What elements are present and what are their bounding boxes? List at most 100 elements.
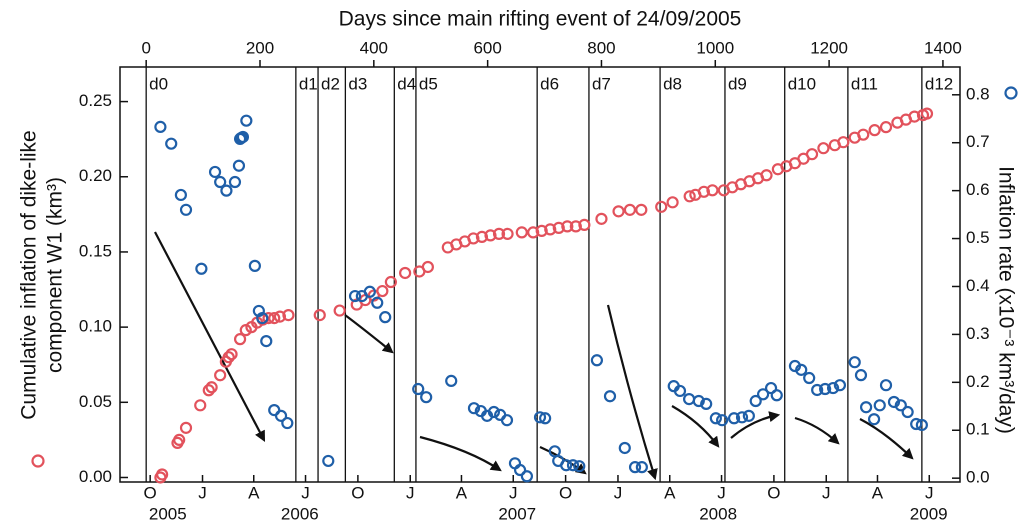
- dike-label: d7: [592, 74, 611, 93]
- data-point: [673, 384, 687, 398]
- data-point: [595, 212, 608, 225]
- plot-frame: [119, 66, 961, 483]
- data-point: [173, 433, 186, 446]
- data-point: [859, 401, 873, 414]
- month-tick-label: A: [872, 483, 884, 502]
- annotation-arrows: [154, 231, 914, 481]
- dike-label: d3: [348, 74, 367, 93]
- y2-tick-label: 0.1: [966, 420, 990, 439]
- x-tick-label: 400: [360, 38, 388, 57]
- data-point: [535, 224, 548, 237]
- month-tick-label: O: [559, 483, 572, 502]
- y2-tick-label: 0.3: [966, 324, 990, 343]
- data-point: [487, 405, 501, 419]
- month-tick-label: O: [144, 483, 157, 502]
- data-point: [371, 296, 384, 309]
- data-point: [760, 169, 773, 182]
- data-point: [573, 460, 586, 473]
- dike-label: d5: [419, 74, 438, 93]
- data-point: [533, 411, 547, 424]
- dike-label: d10: [788, 74, 816, 93]
- month-tick-label: J: [301, 483, 310, 502]
- data-point: [887, 395, 901, 409]
- data-point: [803, 371, 816, 385]
- data-point: [612, 205, 625, 218]
- data-point: [220, 184, 233, 197]
- data-point: [513, 463, 527, 477]
- y2-tick-label: 0.4: [966, 276, 990, 295]
- y2-axis-label: Inflation rate (x10⁻³ km³/day): [994, 166, 1017, 434]
- data-point: [214, 175, 227, 189]
- data-point: [700, 397, 713, 410]
- data-point: [376, 284, 389, 298]
- data-point: [467, 232, 480, 245]
- data-point: [156, 468, 169, 481]
- data-point: [560, 459, 573, 472]
- x-tick-label: 1200: [810, 38, 848, 57]
- x-tick-label: 800: [587, 38, 615, 57]
- data-point: [492, 227, 506, 241]
- dike-label: d12: [925, 74, 953, 93]
- y-tick-label: 0.05: [79, 392, 112, 411]
- data-point: [500, 414, 514, 427]
- data-point: [854, 369, 868, 382]
- data-point: [252, 304, 265, 318]
- data-point: [333, 304, 346, 317]
- data-point: [202, 384, 215, 397]
- data-point: [445, 374, 458, 387]
- data-point: [623, 203, 637, 216]
- data-point: [655, 200, 668, 213]
- data-point: [868, 124, 881, 137]
- data-point: [165, 137, 178, 150]
- chart-title: Days since main rifting event of 24/09/2…: [339, 8, 742, 31]
- month-tick-label: O: [351, 483, 364, 502]
- dike-label: d11: [851, 74, 878, 93]
- x-tick-label: 200: [246, 38, 274, 57]
- dike-label: d8: [663, 74, 682, 93]
- data-point: [256, 312, 269, 325]
- data-point: [552, 221, 565, 234]
- data-point: [262, 312, 275, 325]
- dike-label: d1: [299, 74, 318, 93]
- month-tick-label: J: [198, 483, 207, 502]
- data-point: [484, 229, 497, 242]
- data-point: [236, 130, 250, 144]
- year-label: 2008: [699, 504, 737, 523]
- month-tick-label: J: [406, 483, 415, 502]
- data-point: [233, 333, 247, 346]
- data-point: [268, 312, 281, 325]
- year-label: 2005: [149, 504, 187, 523]
- data-point: [544, 223, 557, 236]
- data-point: [727, 412, 741, 425]
- year-label: 2007: [498, 504, 536, 523]
- month-tick-label: J: [822, 483, 831, 502]
- data-point: [697, 185, 711, 198]
- data-point: [706, 184, 719, 197]
- data-point: [920, 107, 934, 120]
- x-tick-label: 0: [141, 38, 150, 57]
- data-point: [628, 461, 642, 474]
- data-point: [569, 220, 582, 233]
- y-tick-label: 0.15: [79, 241, 112, 260]
- data-point: [412, 382, 425, 396]
- data-point: [873, 399, 886, 412]
- data-point: [635, 461, 648, 474]
- data-point: [260, 335, 273, 348]
- month-tick-label: J: [717, 483, 726, 502]
- x-tick-label: 1000: [696, 38, 734, 57]
- legend-marker: [1004, 86, 1018, 100]
- y-axis-label: Cumulative inflation of dike-like: [18, 130, 41, 419]
- data-point: [248, 259, 261, 272]
- x-tick-label: 1400: [924, 38, 962, 57]
- data-point: [539, 412, 552, 425]
- data-point: [692, 394, 705, 408]
- data-point: [908, 110, 921, 123]
- data-point: [379, 311, 392, 324]
- data-point: [179, 421, 193, 434]
- month-tick-label: O: [767, 483, 780, 502]
- y2-tick-label: 0.6: [966, 180, 990, 199]
- data-point: [735, 411, 749, 424]
- data-point: [274, 409, 288, 422]
- y-tick-label: 0.20: [79, 166, 112, 185]
